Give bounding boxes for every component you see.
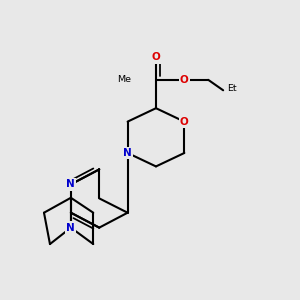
Text: Me: Me <box>118 75 132 84</box>
Text: Et: Et <box>227 84 237 93</box>
Text: O: O <box>180 117 189 127</box>
Text: N: N <box>67 223 75 232</box>
Text: O: O <box>180 75 189 85</box>
Text: N: N <box>67 179 75 189</box>
Text: N: N <box>123 148 132 158</box>
Text: O: O <box>152 52 160 62</box>
